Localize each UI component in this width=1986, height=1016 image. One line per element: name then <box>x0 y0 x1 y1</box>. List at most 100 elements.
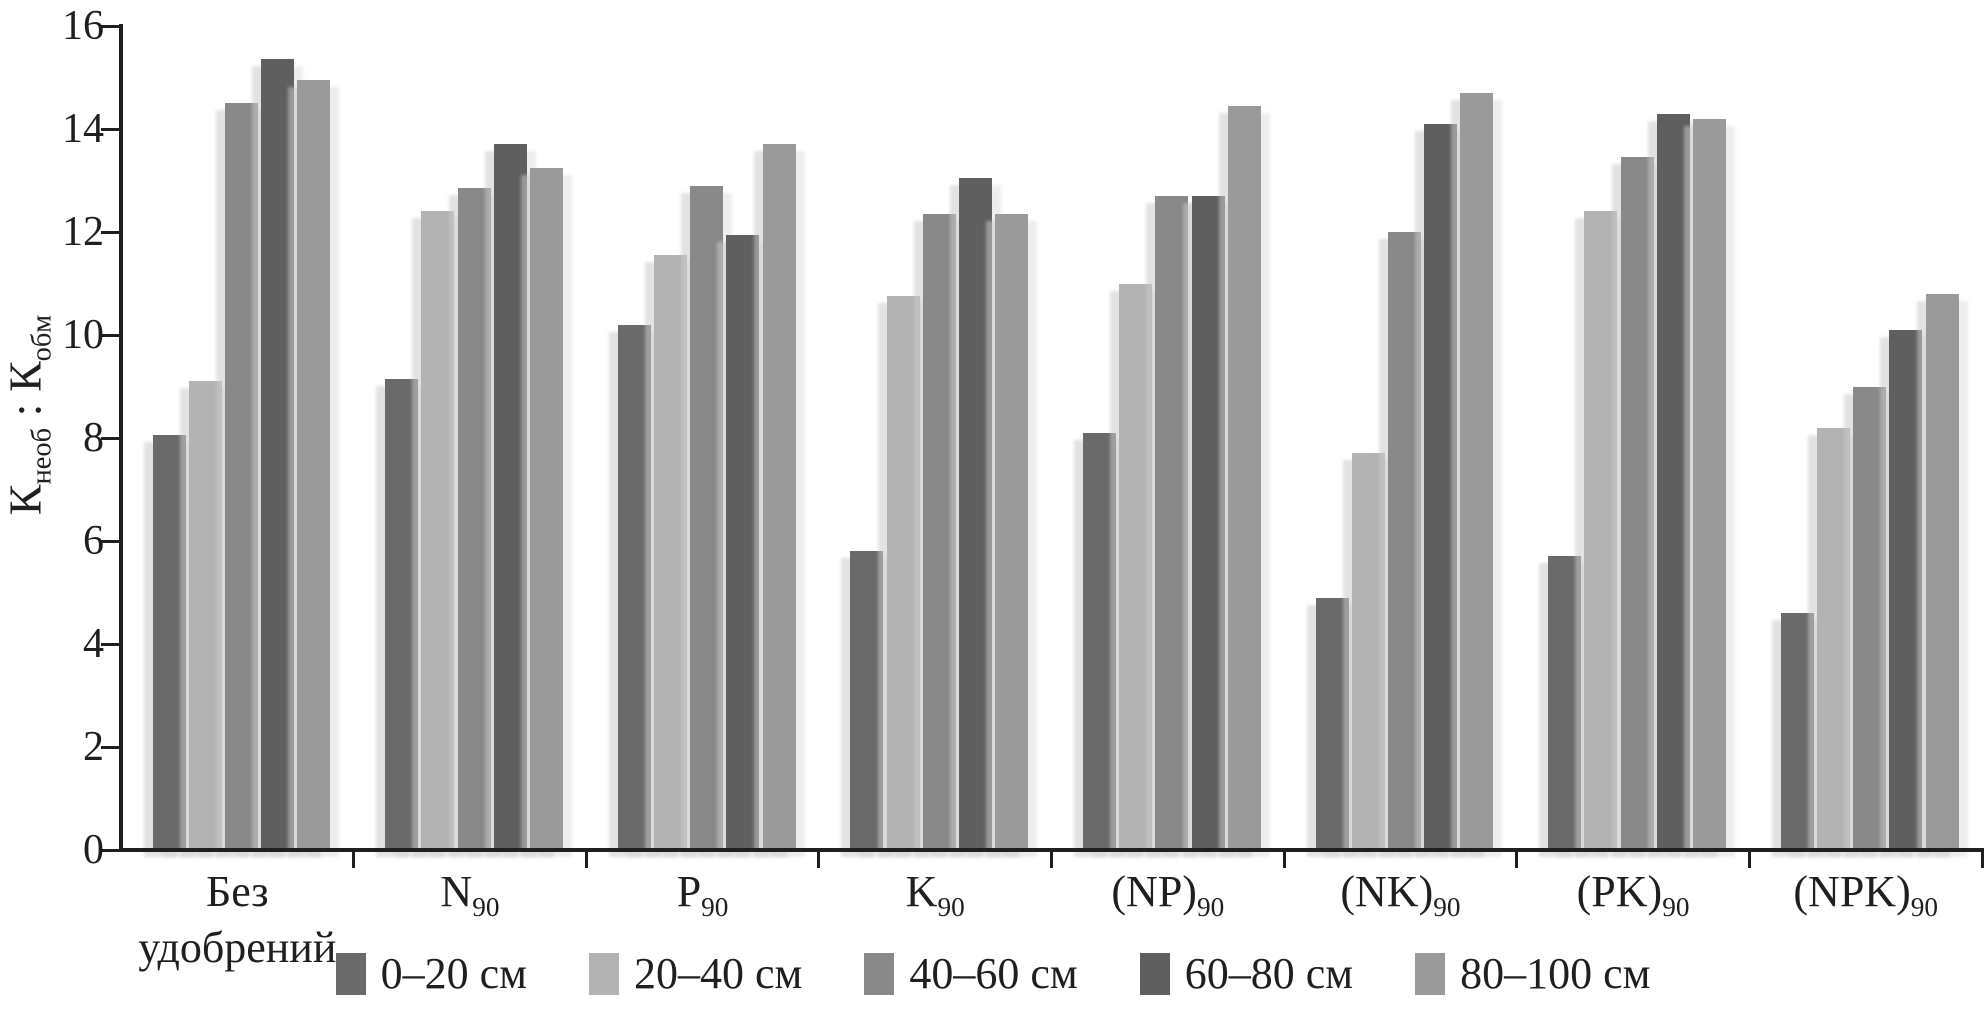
x-tick <box>1980 850 1984 868</box>
legend-label: 20–40 см <box>633 949 803 998</box>
bar <box>1620 157 1654 850</box>
y-tick <box>101 848 121 852</box>
x-category-subscript: 90 <box>472 891 500 922</box>
bar <box>1191 195 1225 850</box>
legend-label: 80–100 см <box>1460 949 1651 998</box>
x-category-base: N <box>440 867 473 916</box>
y-tick <box>101 127 121 131</box>
legend-swatch-icon <box>335 952 366 995</box>
legend-label: 0–20 см <box>380 949 527 998</box>
y-tick-label: 12 <box>62 209 104 255</box>
x-tick <box>817 850 821 868</box>
y-tick <box>101 333 121 337</box>
legend-swatch-icon <box>1415 952 1446 995</box>
x-tick <box>1050 850 1053 868</box>
bar <box>152 435 186 850</box>
x-category-label: (NPK)90 <box>1736 864 1986 920</box>
y-axis-line <box>119 24 123 852</box>
legend-item: 40–60 см <box>864 948 1078 999</box>
bar <box>1083 432 1116 850</box>
legend: 0–20 см 20–40 см 40–60 см 60–80 см 80–100 см <box>0 948 1986 999</box>
bar <box>762 144 796 850</box>
bar <box>653 255 687 850</box>
legend-swatch-icon <box>1139 952 1170 995</box>
bar <box>1155 195 1189 850</box>
bar <box>995 213 1029 850</box>
x-category-subscript: 90 <box>1662 891 1690 922</box>
bar <box>1424 123 1458 850</box>
y-axis-title-base1: К <box>0 484 51 516</box>
legend-swatch-icon <box>588 952 619 995</box>
bar <box>1853 386 1887 850</box>
x-tick <box>352 850 356 868</box>
x-category-label: K90 <box>805 864 1065 920</box>
bar <box>1351 453 1385 850</box>
bar <box>1119 283 1153 850</box>
x-category-subscript: 90 <box>701 891 729 922</box>
x-category-base: (NK) <box>1340 867 1434 916</box>
bar <box>1315 597 1349 850</box>
bar <box>1227 105 1261 850</box>
bar <box>1925 293 1959 850</box>
x-category-subscript: 90 <box>1910 891 1938 922</box>
bar <box>297 80 331 850</box>
legend-item: 20–40 см <box>588 948 803 999</box>
x-category-base: (NPK) <box>1793 867 1911 916</box>
bar <box>1889 329 1923 850</box>
y-tick-label: 0 <box>83 827 104 873</box>
bar <box>690 185 724 850</box>
x-category-subscript: 90 <box>1433 891 1461 922</box>
legend-label: 40–60 см <box>909 949 1078 998</box>
bar <box>886 296 920 850</box>
x-tick <box>1282 850 1286 868</box>
x-category-label: N90 <box>340 864 600 920</box>
x-category-line1: Без <box>205 867 269 916</box>
bar <box>1780 613 1814 850</box>
y-tick <box>101 642 121 646</box>
bar <box>726 234 760 850</box>
y-tick-label: 14 <box>62 106 104 152</box>
bar <box>1817 427 1851 850</box>
y-tick-label: 6 <box>83 518 104 564</box>
bar <box>421 211 455 850</box>
bar <box>958 177 992 850</box>
y-tick <box>101 539 121 543</box>
x-category-line2: удобрений <box>138 923 337 972</box>
x-category-label: (PK)90 <box>1503 864 1763 920</box>
bar <box>617 324 651 850</box>
x-tick <box>584 850 588 868</box>
y-tick <box>101 745 121 749</box>
bar <box>529 167 563 850</box>
x-category-label: (NP)90 <box>1038 864 1298 920</box>
x-category-base: P <box>676 867 702 916</box>
bar <box>1548 556 1582 850</box>
y-tick-label: 8 <box>83 415 104 461</box>
legend-label: 60–80 см <box>1184 949 1354 998</box>
bar <box>457 188 491 850</box>
bar <box>385 378 419 850</box>
x-category-base: K <box>905 867 938 916</box>
x-category-base: (NP) <box>1111 867 1197 916</box>
x-category-subscript: 90 <box>937 891 965 922</box>
bar <box>850 551 884 850</box>
x-tick <box>1515 850 1519 868</box>
y-tick <box>101 436 121 440</box>
y-tick-label: 4 <box>83 621 104 667</box>
x-category-label: Без удобрений <box>107 864 367 976</box>
legend-item: 60–80 см <box>1139 948 1354 999</box>
x-category-subscript: 90 <box>1196 891 1225 922</box>
bar <box>493 144 527 850</box>
x-category-label: (NK)90 <box>1270 864 1530 920</box>
bar <box>261 59 295 850</box>
y-tick-label: 16 <box>62 3 104 49</box>
bar <box>188 381 222 850</box>
x-category-base: (PK) <box>1576 867 1663 916</box>
y-axis-title-base2: К <box>0 361 51 393</box>
x-category-label: P90 <box>573 864 833 920</box>
bar <box>1584 211 1618 850</box>
y-tick-label: 10 <box>62 312 104 358</box>
y-tick <box>101 24 121 28</box>
legend-item: 80–100 см <box>1415 948 1650 999</box>
